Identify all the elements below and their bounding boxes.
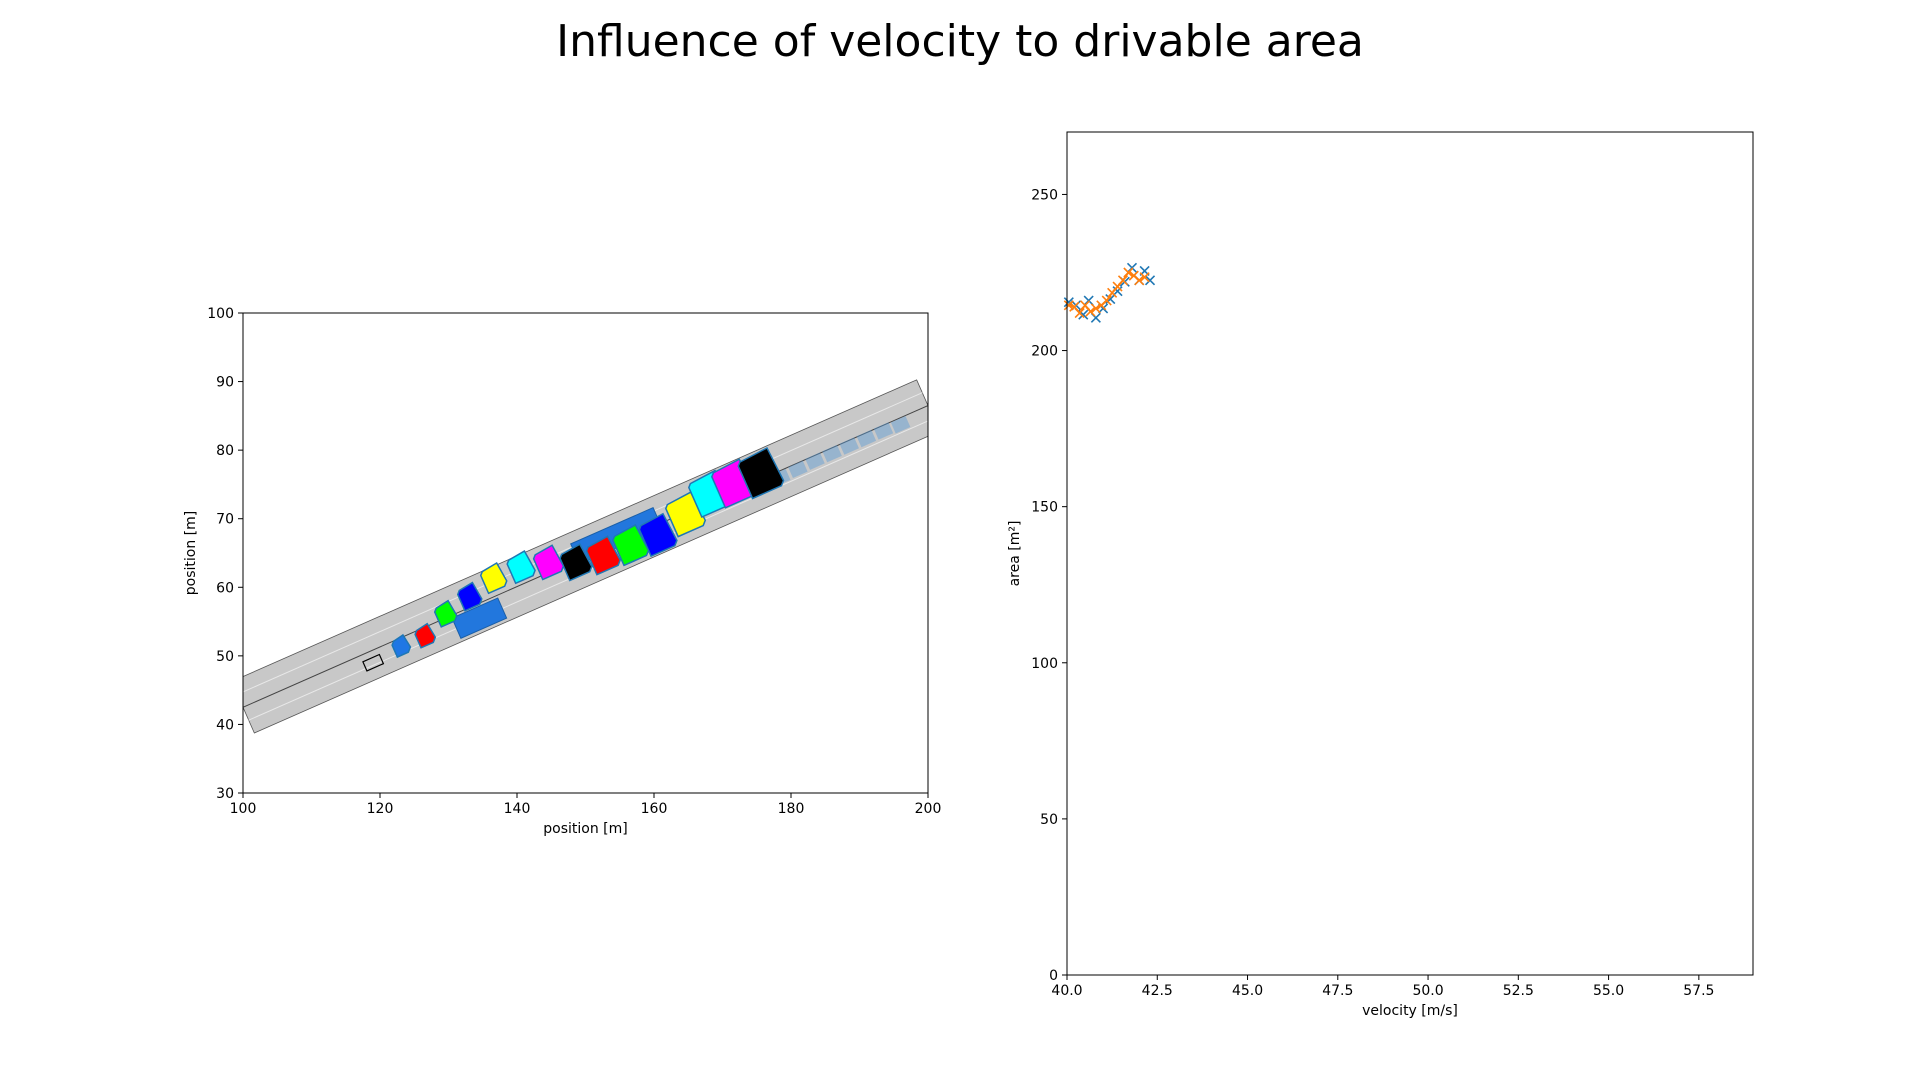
area-xtick-label: 55.0 — [1593, 983, 1624, 999]
area-xtick-label: 45.0 — [1232, 983, 1263, 999]
drivable-set-0 — [391, 633, 412, 659]
predicted-occupancy — [890, 416, 911, 434]
map-plot-area — [243, 379, 928, 734]
drivable-set-4 — [479, 561, 508, 595]
series-1-point — [1139, 272, 1150, 283]
area-plot-bg — [1067, 132, 1753, 975]
map-ytick-label: 100 — [207, 306, 234, 322]
drivable-set-10 — [638, 512, 678, 558]
map-ytick-label: 50 — [216, 649, 234, 665]
predicted-occupancy — [873, 422, 894, 440]
map-ytick-label: 70 — [216, 512, 234, 528]
map-xtick-label: 100 — [230, 801, 257, 817]
series-0-point — [1144, 275, 1156, 286]
drivable-set-7 — [559, 543, 593, 582]
predicted-occupancy — [805, 452, 825, 470]
series-1-point — [1123, 267, 1134, 278]
map-xtick-label: 180 — [778, 801, 805, 817]
map-xlabel: position [m] — [543, 821, 627, 837]
map-ytick-label: 30 — [216, 786, 234, 802]
map-xtick-label: 200 — [915, 801, 942, 817]
area-ytick-label: 50 — [1040, 812, 1058, 828]
area-xtick-label: 52.5 — [1503, 983, 1534, 999]
area-ytick-label: 0 — [1049, 968, 1058, 984]
figure-title: Influence of velocity to drivable area — [556, 16, 1364, 67]
drivable-set-2 — [433, 599, 458, 628]
series-1-point — [1101, 295, 1112, 306]
area-xtick-label: 57.5 — [1683, 983, 1714, 999]
predicted-occupancy — [839, 437, 859, 455]
drivable-set-3 — [456, 581, 483, 612]
series-1-point — [1090, 303, 1101, 314]
ego-vehicle — [362, 653, 385, 672]
area-xlabel: velocity [m/s] — [1362, 1003, 1458, 1019]
series-1-point — [1134, 275, 1145, 286]
area-xtick-label: 42.5 — [1142, 983, 1173, 999]
area-ylabel: area [m²] — [1007, 521, 1023, 587]
drivable-area-chart: 100 120 140 160 180 200 30 40 50 60 70 80 90 100 posit… — [183, 306, 941, 837]
map-xtick-label: 140 — [504, 801, 531, 817]
map-ytick-label: 80 — [216, 443, 234, 459]
drivable-set-14 — [737, 446, 785, 500]
velocity-area-chart: 40.0 42.5 45.0 47.5 50.0 52.5 55.0 57.5 0 50 100 15… — [1007, 131, 1754, 1019]
map-ylabel: position [m] — [183, 511, 199, 595]
area-xtick-label: 40.0 — [1051, 983, 1082, 999]
map-xtick-label: 160 — [641, 801, 668, 817]
map-frame — [242, 312, 929, 794]
obstacle-vehicle — [451, 597, 508, 639]
drivable-set-8 — [585, 535, 622, 576]
map-ytick-label: 60 — [216, 580, 234, 596]
map-ytick-label: 90 — [216, 375, 234, 391]
area-xtick-label: 47.5 — [1322, 983, 1353, 999]
area-frame — [1066, 131, 1754, 976]
area-ytick-label: 150 — [1031, 500, 1058, 516]
series-1-point — [1117, 275, 1129, 286]
predicted-occupancy — [822, 444, 842, 463]
series-1-point — [1074, 308, 1085, 319]
series-1-point — [1085, 306, 1096, 317]
map-ytick-label: 40 — [216, 717, 234, 733]
drivable-set-1 — [414, 622, 437, 649]
predicted-occupancy — [788, 460, 808, 479]
drivable-set-5 — [506, 550, 536, 585]
area-ytick-label: 100 — [1031, 656, 1058, 672]
map-xtick-label: 120 — [367, 801, 394, 817]
area-xtick-label: 50.0 — [1412, 983, 1443, 999]
area-ytick-label: 250 — [1031, 187, 1058, 203]
area-ytick-label: 200 — [1031, 344, 1058, 360]
predicted-occupancy — [856, 429, 877, 448]
